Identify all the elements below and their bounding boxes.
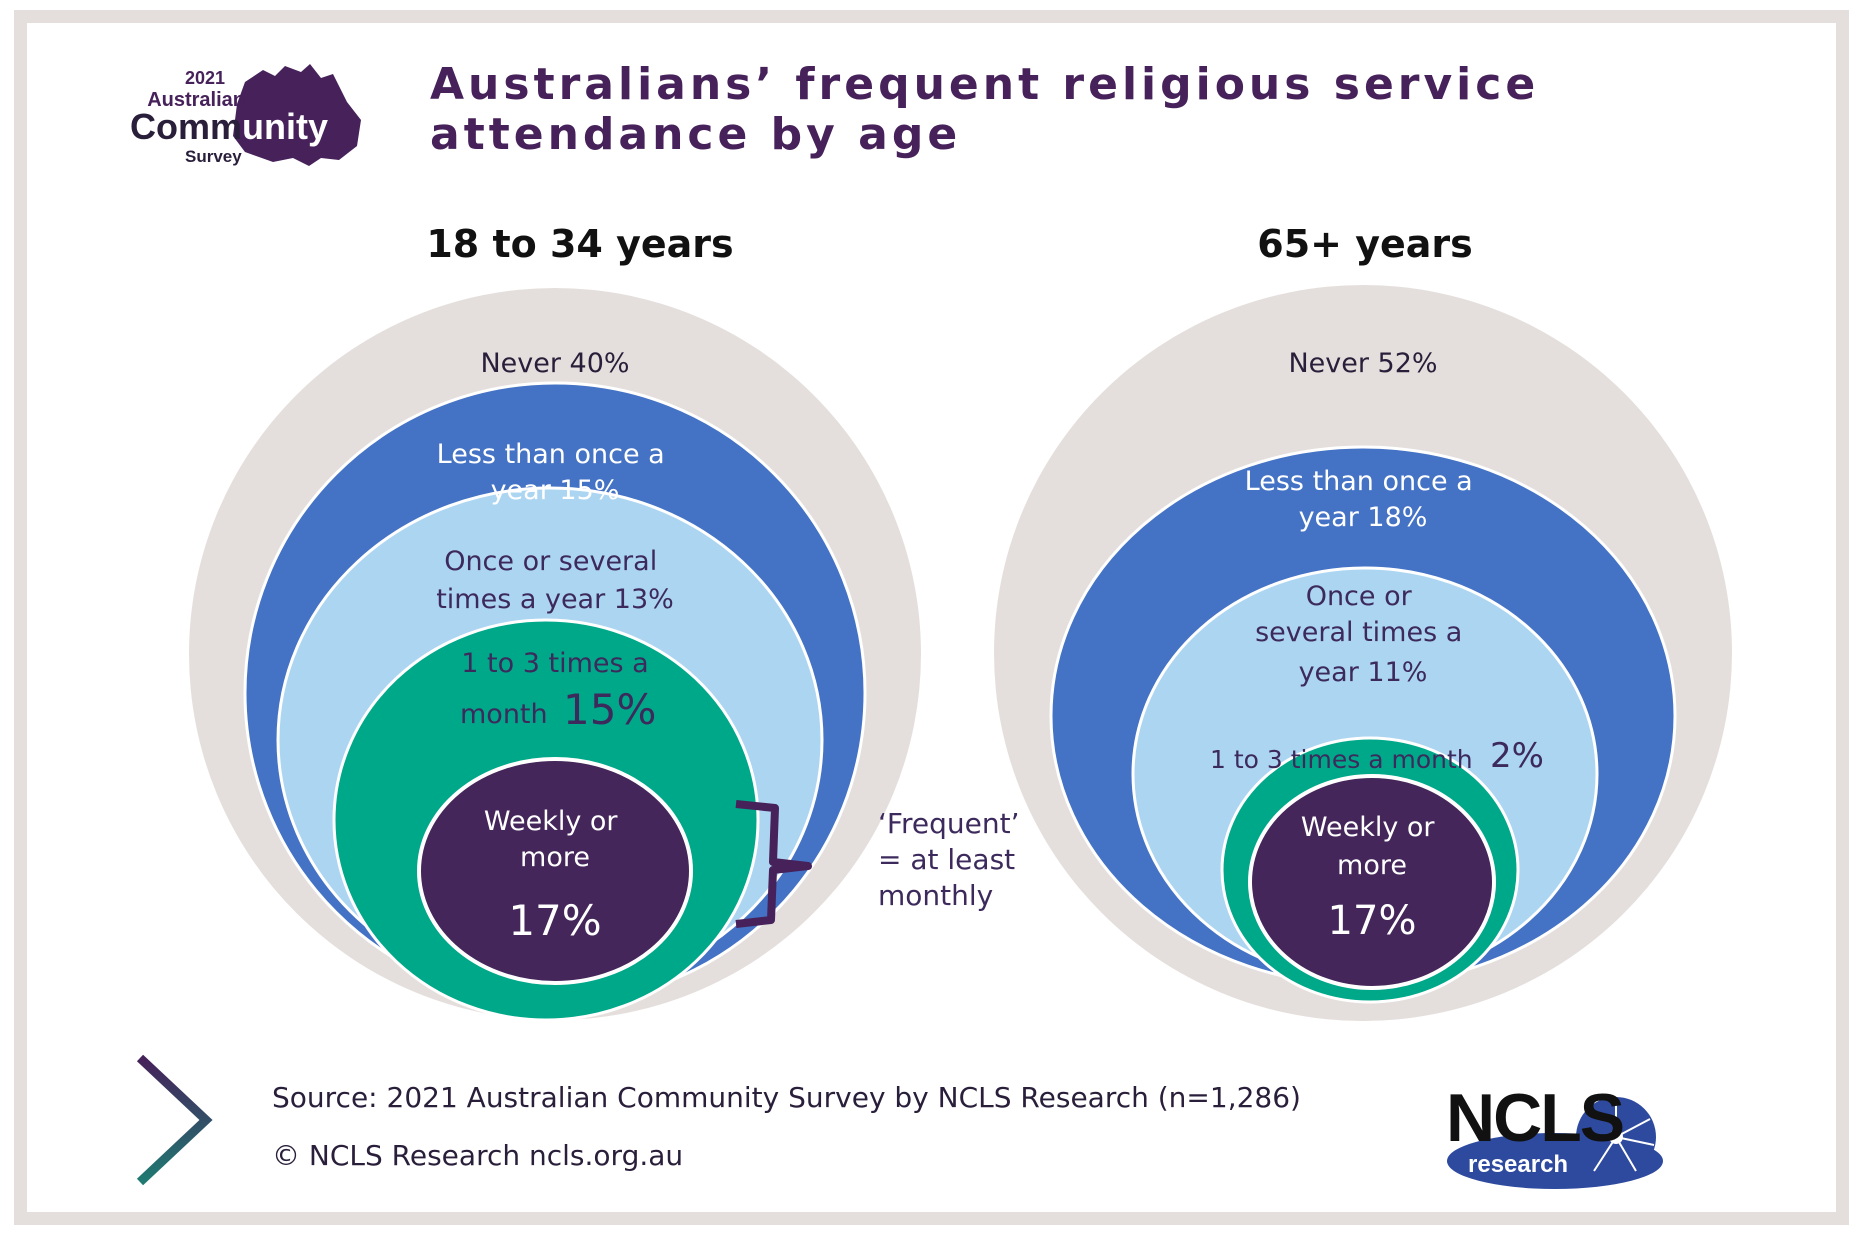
panel-title-65-plus: 65+ years xyxy=(1257,222,1473,266)
page-title: Australians’ frequent religious service … xyxy=(430,59,1540,160)
label-never: Never 40% xyxy=(480,348,629,379)
label-monthly-line2: month xyxy=(460,699,548,730)
label-monthly: 1 to 3 times a xyxy=(461,648,648,679)
label-monthly-value: 15% xyxy=(563,685,656,734)
label-never: Never 52% xyxy=(1288,348,1437,379)
logo-research-text: research xyxy=(1468,1151,1568,1178)
logo-line2: Community xyxy=(130,106,328,147)
label-monthly-value: 2% xyxy=(1490,736,1544,776)
label-weekly: Weekly or more xyxy=(1301,812,1443,881)
footer-copyright: © NCLS Research ncls.org.au xyxy=(272,1139,684,1172)
panel-18-34: Never 40% Less than once a year 15% Once… xyxy=(189,288,1028,1022)
australian-community-survey-logo: 2021 Australian Community Survey xyxy=(130,64,361,166)
label-weekly-value: 17% xyxy=(1328,898,1417,944)
logo-line3: Survey xyxy=(185,147,242,166)
label-yearly: Once or several times a year 11% xyxy=(1255,581,1471,688)
label-monthly: 1 to 3 times a month xyxy=(1210,745,1473,774)
logo-line1: Australian xyxy=(147,89,245,111)
australia-map-icon xyxy=(233,64,361,166)
ring-weekly xyxy=(1248,774,1496,990)
logo-compass-star-icon xyxy=(1609,1130,1623,1144)
ring-weekly xyxy=(417,757,693,985)
label-yearly: Once or several times a year 13% xyxy=(436,546,674,615)
panel-65-plus: Never 52% Less than once a year 18% Once… xyxy=(994,285,1732,1021)
label-less-than-yearly: Less than once a year 15% xyxy=(437,439,674,506)
label-less-than-yearly: Less than once a year 18% xyxy=(1245,466,1482,533)
panel-title-18-34: 18 to 34 years xyxy=(426,222,734,266)
label-weekly-value: 17% xyxy=(508,896,601,945)
label-weekly: Weekly or more xyxy=(484,806,626,873)
chevron-right-icon xyxy=(136,1054,213,1186)
logo-year: 2021 xyxy=(185,68,225,88)
logo-ncls-text: NCLS xyxy=(1446,1080,1623,1156)
frequent-annotation: ‘Frequent’ = at least monthly xyxy=(878,807,1028,912)
frequent-bracket xyxy=(735,800,812,928)
ncls-research-logo: NCLS research xyxy=(1446,1080,1663,1189)
footer-source: Source: 2021 Australian Community Survey… xyxy=(272,1081,1301,1114)
logo-compass-lines-icon xyxy=(1593,1099,1655,1172)
